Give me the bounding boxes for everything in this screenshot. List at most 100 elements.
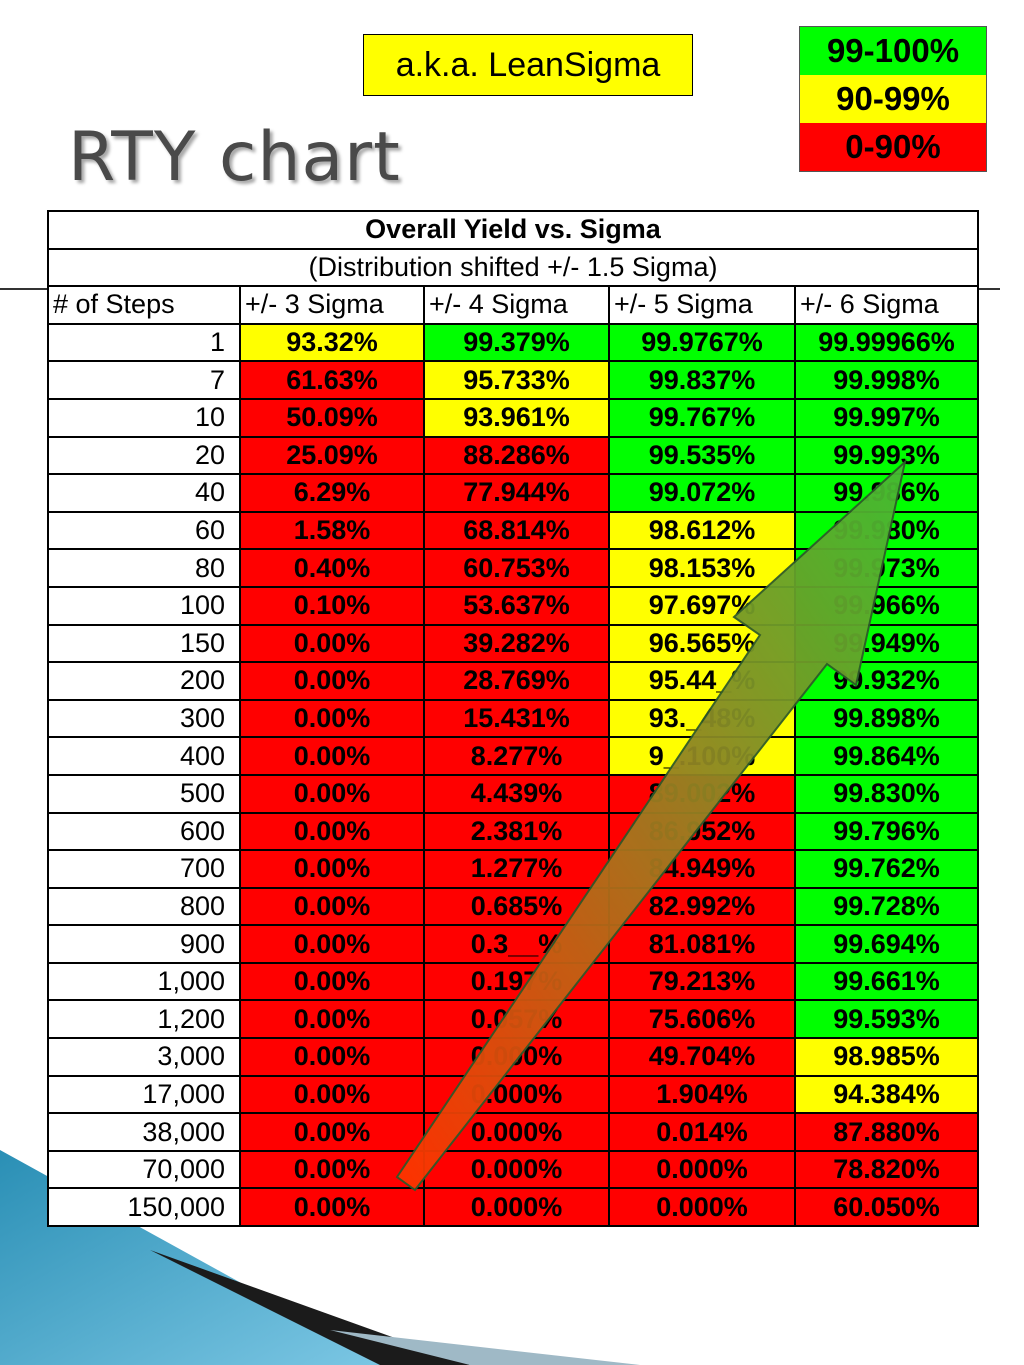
yield-cell: 99.767% bbox=[608, 397, 796, 438]
yield-cell: 81.081% bbox=[608, 924, 796, 964]
steps-cell: 700 bbox=[47, 849, 241, 889]
yield-cell: 95.44_% bbox=[608, 661, 796, 701]
steps-cell: 1,000 bbox=[47, 961, 241, 1002]
table-row: 10 50.09% 93.961% 99.767% 99.997% bbox=[47, 397, 979, 438]
yield-cell: 77.944% bbox=[423, 473, 610, 513]
table-row: 600 0.00% 2.381% 86.952% 99.796% bbox=[47, 811, 979, 852]
steps-cell: 20 bbox=[47, 435, 241, 476]
yield-cell: 0.00% bbox=[239, 623, 425, 664]
table-row: 7 61.63% 95.733% 99.837% 99.998% bbox=[47, 360, 979, 400]
column-header: # of Steps bbox=[47, 285, 241, 325]
yield-cell: 98.153% bbox=[608, 548, 796, 588]
yield-cell: 96.565% bbox=[608, 623, 796, 664]
steps-cell: 40 bbox=[47, 473, 241, 513]
column-header: +/- 4 Sigma bbox=[423, 285, 610, 325]
yield-cell: 68.814% bbox=[423, 510, 610, 551]
table-row: 80 0.40% 60.753% 98.153% 99.973% bbox=[47, 548, 979, 588]
yield-cell: 0.000% bbox=[608, 1187, 796, 1228]
yield-cell: 0.00% bbox=[239, 1037, 425, 1077]
table-row: 150 0.00% 39.282% 96.565% 99.949% bbox=[47, 623, 979, 664]
yield-cell: 0.000% bbox=[423, 1074, 610, 1115]
legend-item-mid: 90-99% bbox=[800, 75, 986, 123]
steps-cell: 400 bbox=[47, 736, 241, 776]
yield-cell: 99.837% bbox=[608, 360, 796, 400]
yield-cell: 61.63% bbox=[239, 360, 425, 400]
yield-cell: 0.685% bbox=[423, 886, 610, 927]
yield-cell: 0.000% bbox=[423, 1112, 610, 1152]
yield-cell: 99.993% bbox=[794, 435, 979, 476]
yield-cell: 97.697% bbox=[608, 585, 796, 626]
yield-cell: 0.00% bbox=[239, 811, 425, 852]
steps-cell: 10 bbox=[47, 397, 241, 438]
table-body: 1 93.32% 99.379% 99.9767% 99.99966% 7 61.63% 95… bbox=[47, 322, 979, 1228]
table-row: 800 0.00% 0.685% 82.992% 99.728% bbox=[47, 886, 979, 927]
yield-cell: 60.050% bbox=[794, 1187, 979, 1228]
yield-cell: 99.997% bbox=[794, 397, 979, 438]
yield-cell: 1.58% bbox=[239, 510, 425, 551]
yield-cell: 93._48% bbox=[608, 698, 796, 739]
steps-cell: 60 bbox=[47, 510, 241, 551]
steps-cell: 150 bbox=[47, 623, 241, 664]
yield-cell: 0.00% bbox=[239, 661, 425, 701]
color-legend: 99-100% 90-99% 0-90% bbox=[799, 26, 987, 172]
yield-cell: 75.606% bbox=[608, 999, 796, 1040]
table-row: 900 0.00% 0.3__% 81.081% 99.694% bbox=[47, 924, 979, 964]
yield-cell: 82.992% bbox=[608, 886, 796, 927]
yield-cell: 8.277% bbox=[423, 736, 610, 776]
table-row: 3,000 0.00% 0.000% 49.704% 98.985% bbox=[47, 1037, 979, 1077]
table-row: 150,000 0.00% 0.000% 0.000% 60.050% bbox=[47, 1187, 979, 1228]
yield-cell: 84.949% bbox=[608, 849, 796, 889]
yield-cell: 0.057% bbox=[423, 999, 610, 1040]
yield-cell: 0.00% bbox=[239, 1112, 425, 1152]
yield-cell: 49.704% bbox=[608, 1037, 796, 1077]
yield-cell: 0.00% bbox=[239, 736, 425, 776]
table-subtitle: (Distribution shifted +/- 1.5 Sigma) bbox=[47, 247, 979, 288]
yield-cell: 99.99966% bbox=[794, 322, 979, 363]
yield-cell: 99.998% bbox=[794, 360, 979, 400]
steps-cell: 1 bbox=[47, 322, 241, 363]
yield-cell: 99.9767% bbox=[608, 322, 796, 363]
steps-cell: 900 bbox=[47, 924, 241, 964]
yield-cell: 88.286% bbox=[423, 435, 610, 476]
legend-item-high: 99-100% bbox=[800, 27, 986, 75]
steps-cell: 800 bbox=[47, 886, 241, 927]
yield-cell: 99.694% bbox=[794, 924, 979, 964]
yield-cell: 99.973% bbox=[794, 548, 979, 588]
table-row: 20 25.09% 88.286% 99.535% 99.993% bbox=[47, 435, 979, 476]
yield-cell: 15.431% bbox=[423, 698, 610, 739]
yield-cell: 99.535% bbox=[608, 435, 796, 476]
table-row: 200 0.00% 28.769% 95.44_% 99.932% bbox=[47, 661, 979, 701]
yield-cell: 0.197% bbox=[423, 961, 610, 1002]
steps-cell: 500 bbox=[47, 773, 241, 814]
steps-cell: 3,000 bbox=[47, 1037, 241, 1077]
steps-cell: 1,200 bbox=[47, 999, 241, 1040]
column-header: +/- 6 Sigma bbox=[794, 285, 979, 325]
yield-cell: 2.381% bbox=[423, 811, 610, 852]
steps-cell: 300 bbox=[47, 698, 241, 739]
yield-cell: 0.00% bbox=[239, 886, 425, 927]
table-title: Overall Yield vs. Sigma bbox=[47, 210, 979, 250]
yield-cell: 0.40% bbox=[239, 548, 425, 588]
yield-cell: 1.904% bbox=[608, 1074, 796, 1115]
yield-cell: 0.3__% bbox=[423, 924, 610, 964]
table-row: 38,000 0.00% 0.000% 0.014% 87.880% bbox=[47, 1112, 979, 1152]
table-row: 100 0.10% 53.637% 97.697% 99.966% bbox=[47, 585, 979, 626]
yield-cell: 1.277% bbox=[423, 849, 610, 889]
yield-cell: 98.985% bbox=[794, 1037, 979, 1077]
steps-cell: 80 bbox=[47, 548, 241, 588]
yield-cell: 0.00% bbox=[239, 849, 425, 889]
yield-cell: 99.932% bbox=[794, 661, 979, 701]
yield-cell: 53.637% bbox=[423, 585, 610, 626]
yield-cell: 93.32% bbox=[239, 322, 425, 363]
yield-cell: 0.00% bbox=[239, 961, 425, 1002]
table-row: 40 6.29% 77.944% 99.072% 99.986% bbox=[47, 473, 979, 513]
table-row: 400 0.00% 8.277% 9_.100% 99.864% bbox=[47, 736, 979, 776]
yield-cell: 95.733% bbox=[423, 360, 610, 400]
yield-cell: 4.439% bbox=[423, 773, 610, 814]
steps-cell: 70,000 bbox=[47, 1149, 241, 1190]
yield-cell: 0.00% bbox=[239, 1074, 425, 1115]
table-row: 700 0.00% 1.277% 84.949% 99.762% bbox=[47, 849, 979, 889]
yield-table: Overall Yield vs. Sigma (Distribution sh… bbox=[47, 210, 979, 1228]
yield-cell: 99.593% bbox=[794, 999, 979, 1040]
yield-cell: 98.612% bbox=[608, 510, 796, 551]
